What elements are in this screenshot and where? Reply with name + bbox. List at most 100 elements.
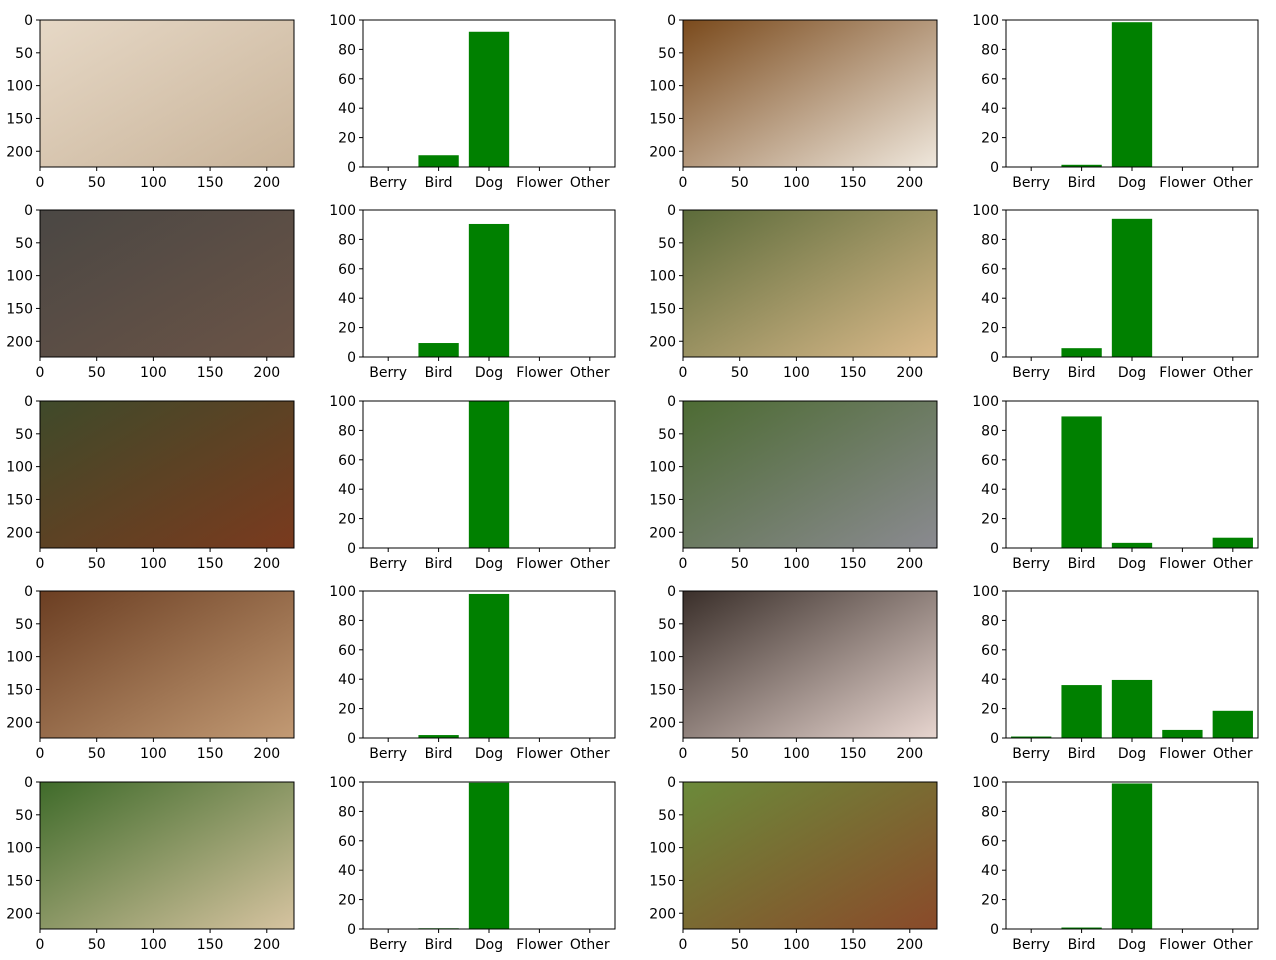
category-label: Dog xyxy=(1118,556,1146,572)
y-tick-label: 80 xyxy=(981,613,999,629)
y-tick-label: 40 xyxy=(338,101,356,117)
photo-pug-on-grass xyxy=(40,782,294,929)
y-tick-label: 50 xyxy=(15,617,33,633)
y-tick-label: 0 xyxy=(990,541,999,557)
photo-sleeping-yellow-labrador xyxy=(683,210,937,357)
bar-berry xyxy=(1011,736,1052,738)
bar-chart-panel: Berry Bird Dog Flower Other 0 20 40 60 80 100 xyxy=(972,584,1259,762)
category-label: Other xyxy=(1213,175,1253,191)
y-tick-label: 60 xyxy=(981,72,999,88)
x-tick-label: 50 xyxy=(731,556,749,572)
bar-chart-panel: Berry Bird Dog Flower Other 0 20 40 60 80 100 xyxy=(972,13,1259,191)
bar-other xyxy=(1212,710,1253,738)
bar-dog xyxy=(1111,542,1153,548)
category-label: Other xyxy=(570,746,610,762)
y-tick-label: 100 xyxy=(649,79,676,95)
category-label: Berry xyxy=(369,556,407,572)
y-tick-label: 50 xyxy=(658,236,676,252)
y-tick-label: 200 xyxy=(649,144,676,160)
bar-bird xyxy=(1061,164,1102,167)
category-label: Bird xyxy=(1068,556,1096,572)
y-tick-label: 150 xyxy=(649,873,676,889)
y-tick-label: 50 xyxy=(658,808,676,824)
bar-chart-panel: Berry Bird Dog Flower Other 0 20 40 60 80 100 xyxy=(329,13,616,191)
y-tick-label: 40 xyxy=(981,291,999,307)
y-tick-label: 0 xyxy=(667,394,676,410)
category-label: Dog xyxy=(1118,175,1146,191)
x-tick-label: 100 xyxy=(140,175,167,191)
category-label: Berry xyxy=(1012,365,1050,381)
y-tick-label: 150 xyxy=(6,682,33,698)
x-tick-label: 100 xyxy=(140,937,167,953)
x-tick-label: 200 xyxy=(896,365,923,381)
y-tick-label: 100 xyxy=(329,203,356,219)
x-tick-label: 200 xyxy=(896,556,923,572)
x-tick-label: 200 xyxy=(253,365,280,381)
x-tick-label: 150 xyxy=(197,937,224,953)
category-label: Flower xyxy=(1159,746,1206,762)
category-label: Flower xyxy=(516,175,563,191)
y-tick-label: 100 xyxy=(6,460,33,476)
y-tick-label: 0 xyxy=(24,394,33,410)
category-label: Berry xyxy=(369,365,407,381)
y-tick-label: 100 xyxy=(649,650,676,666)
x-tick-label: 50 xyxy=(731,365,749,381)
x-tick-label: 50 xyxy=(88,175,106,191)
y-tick-label: 40 xyxy=(981,672,999,688)
category-label: Dog xyxy=(475,746,503,762)
y-tick-label: 60 xyxy=(981,453,999,469)
y-tick-label: 60 xyxy=(338,72,356,88)
y-tick-label: 150 xyxy=(6,111,33,127)
x-tick-label: 200 xyxy=(253,175,280,191)
category-label: Dog xyxy=(475,937,503,953)
y-tick-label: 60 xyxy=(338,834,356,850)
y-tick-label: 80 xyxy=(981,42,999,58)
x-tick-label: 150 xyxy=(840,175,867,191)
bar-flower xyxy=(1162,729,1203,738)
y-tick-label: 150 xyxy=(649,301,676,317)
y-tick-label: 60 xyxy=(981,643,999,659)
category-label: Berry xyxy=(1012,175,1050,191)
x-tick-label: 0 xyxy=(679,556,688,572)
x-tick-label: 50 xyxy=(731,175,749,191)
y-tick-label: 150 xyxy=(649,682,676,698)
y-tick-label: 40 xyxy=(981,863,999,879)
y-tick-label: 0 xyxy=(347,350,356,366)
y-tick-label: 100 xyxy=(972,203,999,219)
x-tick-label: 0 xyxy=(36,556,45,572)
x-tick-label: 100 xyxy=(783,175,810,191)
y-tick-label: 0 xyxy=(347,731,356,747)
category-label: Flower xyxy=(516,556,563,572)
y-tick-label: 100 xyxy=(972,13,999,29)
y-tick-label: 100 xyxy=(329,13,356,29)
bar-other xyxy=(1212,537,1253,548)
x-tick-label: 0 xyxy=(679,746,688,762)
image-axes-frame xyxy=(682,19,938,168)
y-tick-label: 150 xyxy=(649,111,676,127)
y-tick-label: 100 xyxy=(649,460,676,476)
bar-chart-panel: Berry Bird Dog Flower Other 0 20 40 60 80 100 xyxy=(329,203,616,381)
category-label: Other xyxy=(1213,937,1253,953)
y-tick-label: 40 xyxy=(981,482,999,498)
y-tick-label: 200 xyxy=(6,334,33,350)
bar-chart-panel: Berry Bird Dog Flower Other 0 20 40 60 80 100 xyxy=(972,775,1259,953)
category-label: Berry xyxy=(369,746,407,762)
y-tick-label: 50 xyxy=(15,236,33,252)
y-tick-label: 50 xyxy=(15,427,33,443)
category-label: Berry xyxy=(1012,556,1050,572)
y-tick-label: 200 xyxy=(6,525,33,541)
category-label: Flower xyxy=(1159,365,1206,381)
photo-dogue-de-bordeaux-in-water xyxy=(40,401,294,548)
photo-grey-great-dane xyxy=(683,401,937,548)
category-label: Bird xyxy=(425,746,453,762)
bar-dog xyxy=(1111,679,1153,738)
bar-dog xyxy=(468,401,510,548)
category-label: Dog xyxy=(1118,746,1146,762)
y-tick-label: 50 xyxy=(658,427,676,443)
y-tick-label: 100 xyxy=(6,79,33,95)
